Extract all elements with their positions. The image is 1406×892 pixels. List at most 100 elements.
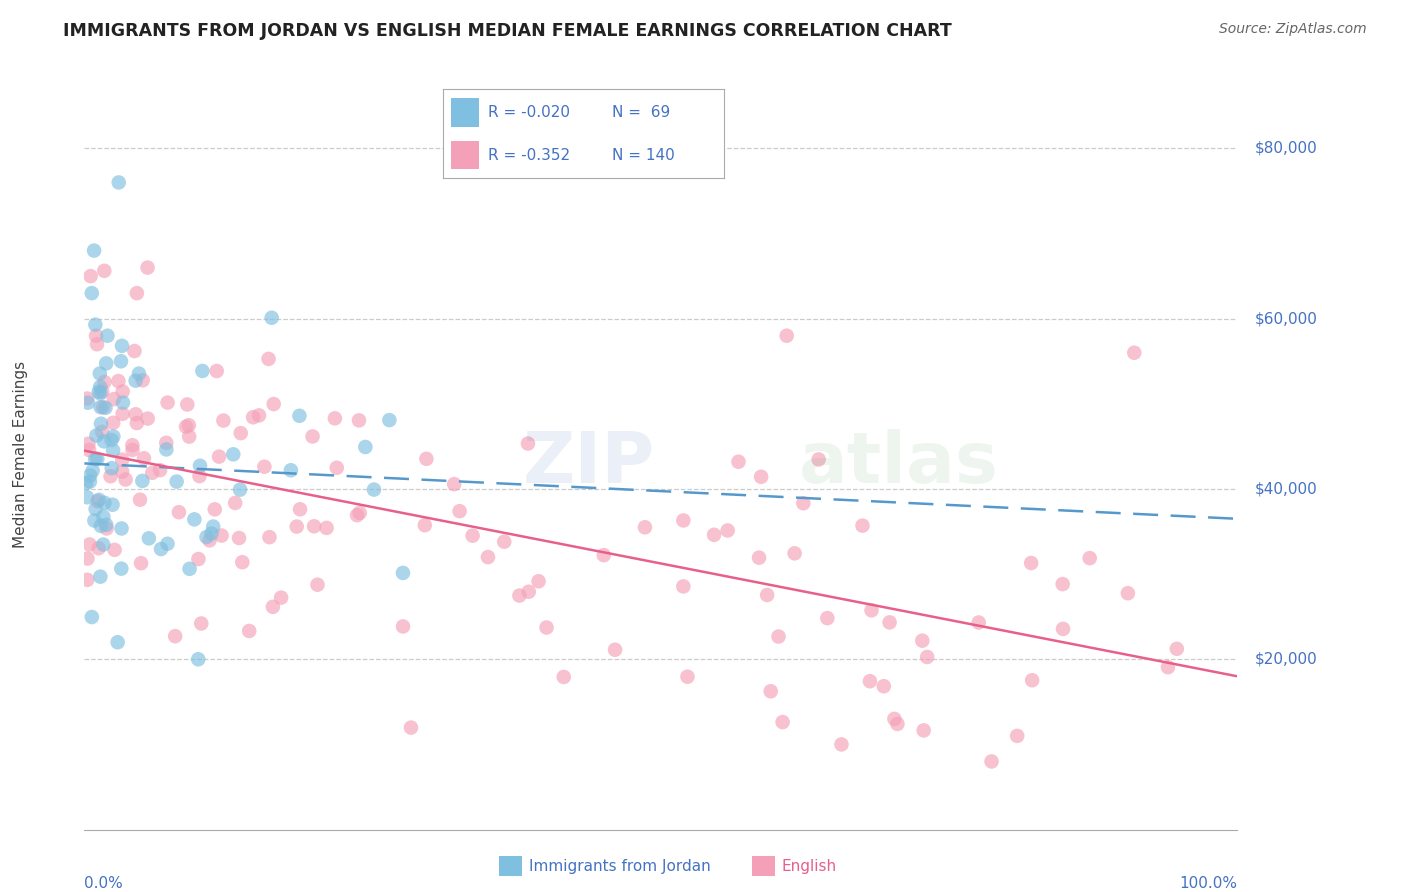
Point xyxy=(792,496,814,510)
Point xyxy=(634,520,657,534)
Point xyxy=(87,384,110,399)
Point xyxy=(89,367,111,381)
Point xyxy=(204,502,226,516)
Point xyxy=(79,468,101,483)
Point xyxy=(156,395,179,409)
Point xyxy=(756,588,779,602)
Point xyxy=(141,466,163,480)
Point xyxy=(413,518,436,533)
Point xyxy=(190,616,212,631)
Point xyxy=(110,354,132,368)
Point xyxy=(527,574,550,589)
Text: atlas: atlas xyxy=(799,429,1000,498)
Text: R = -0.352: R = -0.352 xyxy=(488,148,569,162)
Point xyxy=(603,642,626,657)
Bar xyxy=(451,98,479,127)
Point xyxy=(783,546,806,560)
Point xyxy=(187,552,209,566)
Point xyxy=(124,407,146,421)
Point xyxy=(772,715,794,730)
Point xyxy=(155,442,177,457)
Point xyxy=(136,411,159,425)
Point xyxy=(86,494,108,508)
Point xyxy=(1021,673,1043,688)
Point xyxy=(100,469,122,483)
Point xyxy=(1157,660,1180,674)
Point xyxy=(672,579,695,593)
Text: $40,000: $40,000 xyxy=(1254,482,1317,497)
Point xyxy=(149,463,172,477)
Point xyxy=(815,611,838,625)
Point xyxy=(107,374,129,388)
Point xyxy=(195,530,218,544)
Point xyxy=(363,483,385,497)
Point xyxy=(860,603,883,617)
Point xyxy=(717,524,740,538)
Point xyxy=(263,397,285,411)
Point xyxy=(96,517,118,532)
Point xyxy=(111,395,134,409)
Point xyxy=(91,401,114,415)
Point xyxy=(91,384,114,399)
Point xyxy=(1052,622,1074,636)
Point xyxy=(224,496,246,510)
Text: N = 140: N = 140 xyxy=(612,148,675,162)
Point xyxy=(807,452,830,467)
Point xyxy=(124,344,146,359)
Point xyxy=(91,425,114,439)
Point xyxy=(347,413,370,427)
Point xyxy=(77,395,100,409)
Point xyxy=(202,519,225,533)
Point xyxy=(179,562,201,576)
Point xyxy=(911,633,934,648)
Point xyxy=(156,537,179,551)
Point xyxy=(101,443,124,458)
Point xyxy=(749,470,772,484)
Point xyxy=(776,328,799,343)
Bar xyxy=(451,141,479,169)
Point xyxy=(166,475,188,489)
Point xyxy=(1166,641,1188,656)
Point xyxy=(82,464,104,478)
Point xyxy=(93,496,115,510)
Point xyxy=(183,512,205,526)
Point xyxy=(1116,586,1139,600)
Point xyxy=(103,542,125,557)
Point xyxy=(93,375,115,389)
Point xyxy=(229,426,252,441)
Point xyxy=(83,244,105,258)
Point xyxy=(830,738,852,752)
Point xyxy=(1005,729,1028,743)
Point xyxy=(851,518,873,533)
Point xyxy=(859,674,882,689)
Point xyxy=(494,534,516,549)
Point xyxy=(200,526,222,541)
Point xyxy=(191,364,214,378)
Point xyxy=(349,506,371,520)
Point xyxy=(132,451,155,466)
Point xyxy=(75,476,97,491)
Point xyxy=(90,519,112,533)
Point xyxy=(136,260,159,275)
Point xyxy=(392,566,415,580)
Text: $60,000: $60,000 xyxy=(1254,311,1317,326)
Point xyxy=(96,521,118,535)
Point xyxy=(676,670,699,684)
Point xyxy=(91,538,114,552)
Text: Median Female Earnings: Median Female Earnings xyxy=(14,361,28,549)
Text: 100.0%: 100.0% xyxy=(1180,876,1237,891)
Point xyxy=(76,392,98,406)
Point xyxy=(443,477,465,491)
Point xyxy=(111,384,134,399)
Point xyxy=(517,436,540,450)
Text: R = -0.020: R = -0.020 xyxy=(488,105,569,120)
Point xyxy=(96,356,118,370)
Point xyxy=(129,492,152,507)
Point xyxy=(912,723,935,738)
Point xyxy=(302,519,325,533)
Point xyxy=(231,555,253,569)
Point xyxy=(94,401,117,415)
Point xyxy=(179,429,201,443)
Point xyxy=(517,584,540,599)
Point xyxy=(103,416,125,430)
